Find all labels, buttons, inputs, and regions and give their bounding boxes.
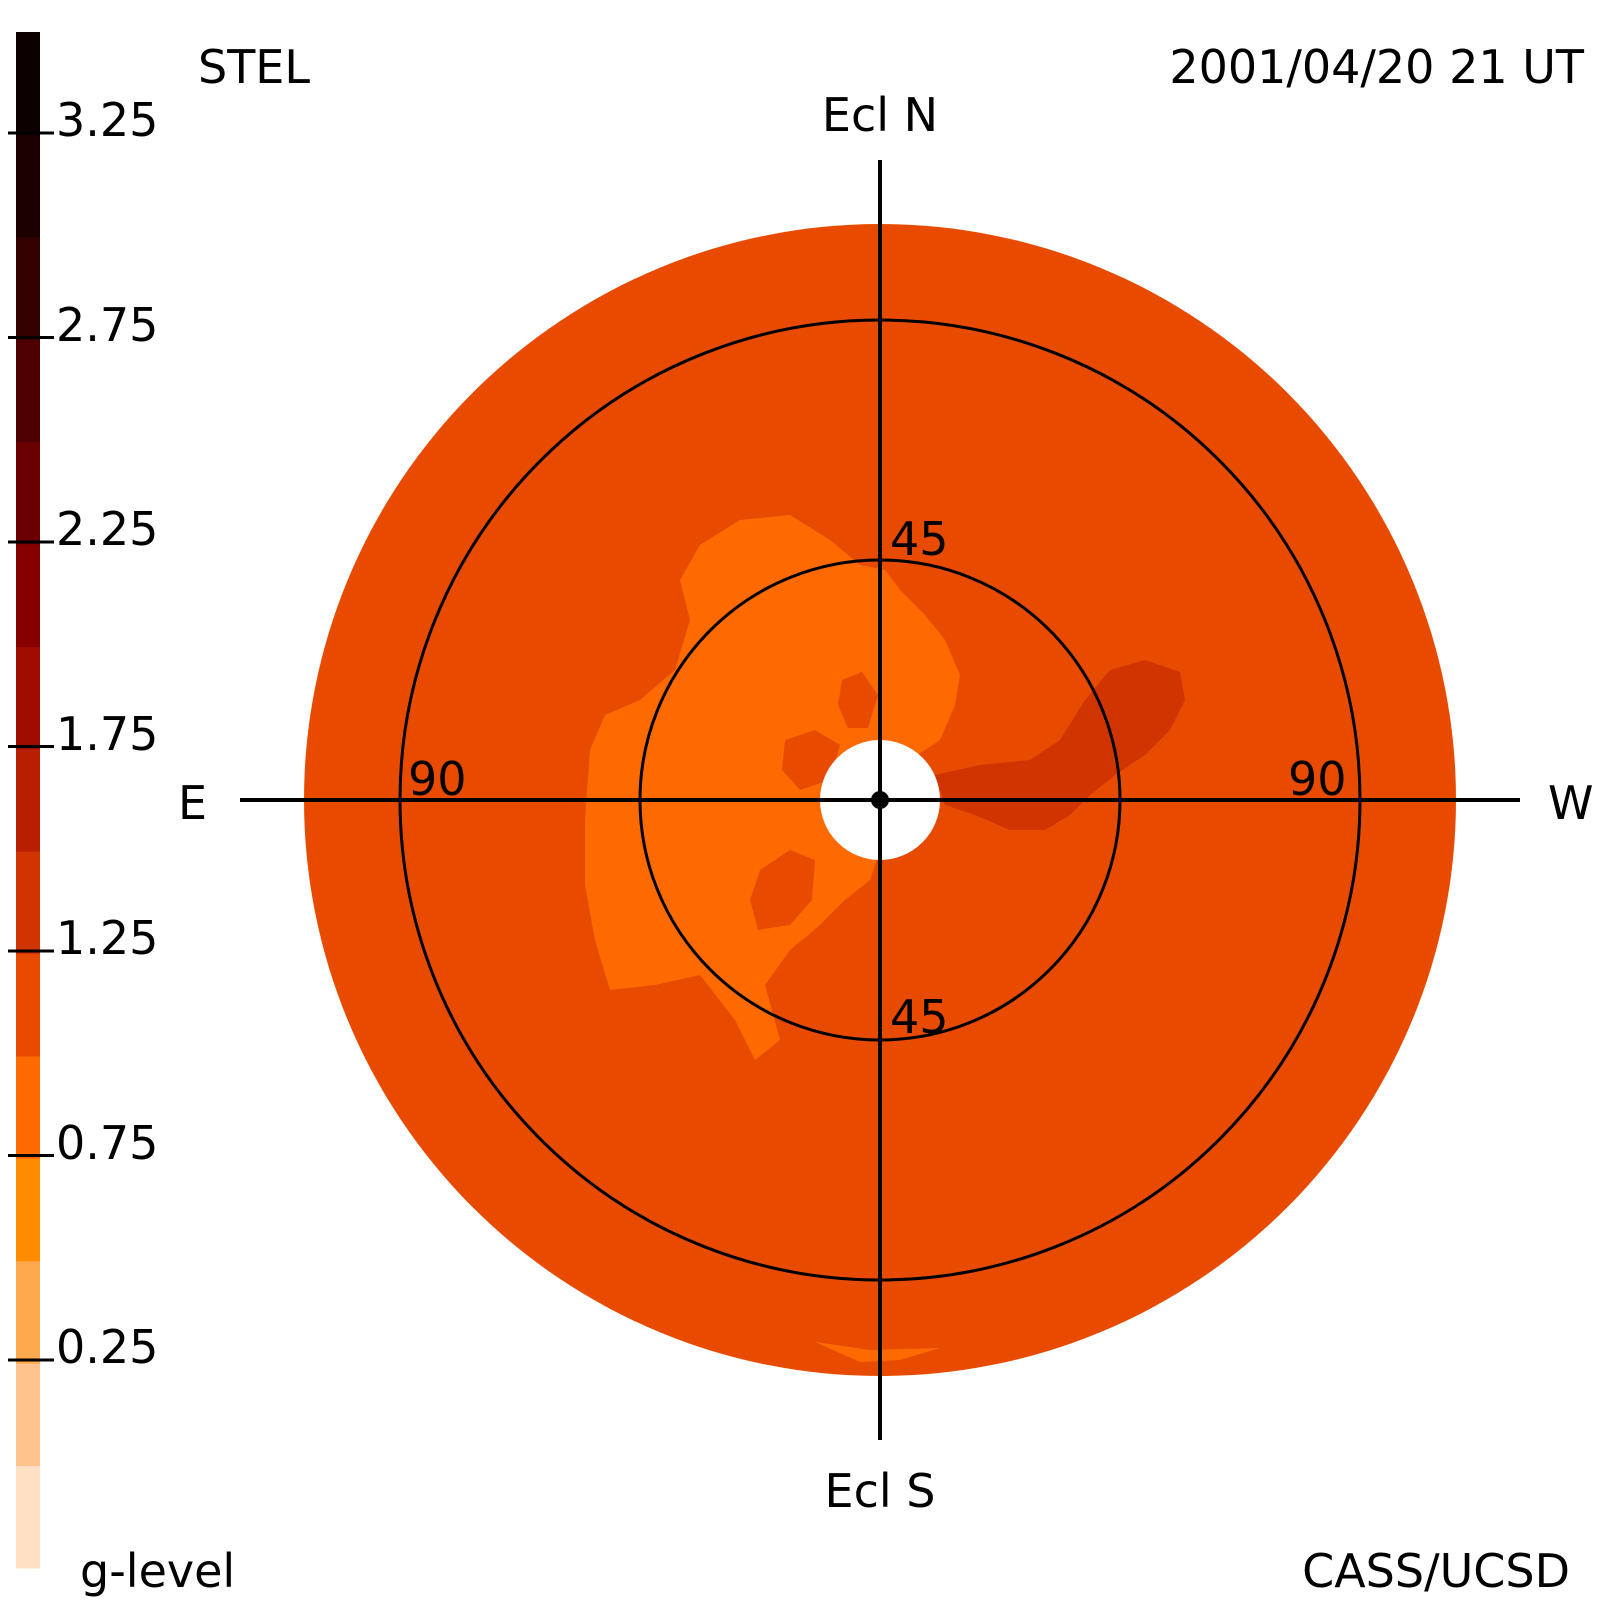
colorbar-segment: [16, 1260, 40, 1364]
colorbar-segment: [16, 953, 40, 1057]
patch-southwest-of-center: [750, 850, 815, 930]
patch-lower-east: [815, 1342, 940, 1362]
ring-label-45-top: 45: [890, 512, 949, 566]
colorbar-segment: [16, 1056, 40, 1159]
colorbar-tick-label: 1.25: [56, 911, 159, 965]
colorbar-tick-label: 2.25: [56, 502, 159, 556]
colorbar-segment: [16, 748, 40, 852]
instrument-label: STEL: [198, 40, 310, 94]
colorbar-segment: [16, 441, 40, 545]
colorbar-segment: [16, 236, 40, 340]
colorbar-segment: [16, 544, 40, 647]
colorbar-segment: [16, 1363, 40, 1467]
ring-label-45-bottom: 45: [890, 990, 949, 1044]
colorbar-segment: [16, 1465, 40, 1569]
ecliptic-south-label: Ecl S: [824, 1464, 936, 1518]
datetime-label: 2001/04/20 21 UT: [1169, 40, 1584, 94]
colorbar-segment: [16, 646, 40, 750]
colorbar-tick-label: 1.75: [56, 706, 159, 761]
color-bar: [8, 32, 54, 1569]
colorbar-tick-label: 0.75: [56, 1115, 159, 1170]
west-label: W: [1548, 776, 1594, 830]
colorbar-segment: [16, 134, 40, 238]
ecliptic-north-label: Ecl N: [821, 88, 939, 142]
colorbar-segment: [16, 32, 40, 135]
sun-center-dot: [871, 791, 889, 809]
colorbar-tick-label: 2.75: [56, 297, 159, 352]
colorbar-tick-label: 3.25: [56, 93, 159, 147]
inner-low-level-region: [585, 515, 960, 1060]
credit-label: CASS/UCSD: [1302, 1544, 1570, 1598]
ring-label-90-left: 90: [408, 752, 467, 806]
colorbar-tick-label: 0.25: [56, 1320, 159, 1374]
colorbar-segment: [16, 1158, 40, 1262]
east-label: E: [178, 776, 208, 830]
colorbar-title: g-level: [80, 1544, 236, 1598]
colorbar-segment: [16, 339, 40, 443]
colorbar-segment: [16, 851, 40, 955]
ring-label-90-right: 90: [1288, 752, 1347, 806]
patch-north-of-center: [838, 672, 878, 728]
enhancement-region: [935, 660, 1185, 830]
